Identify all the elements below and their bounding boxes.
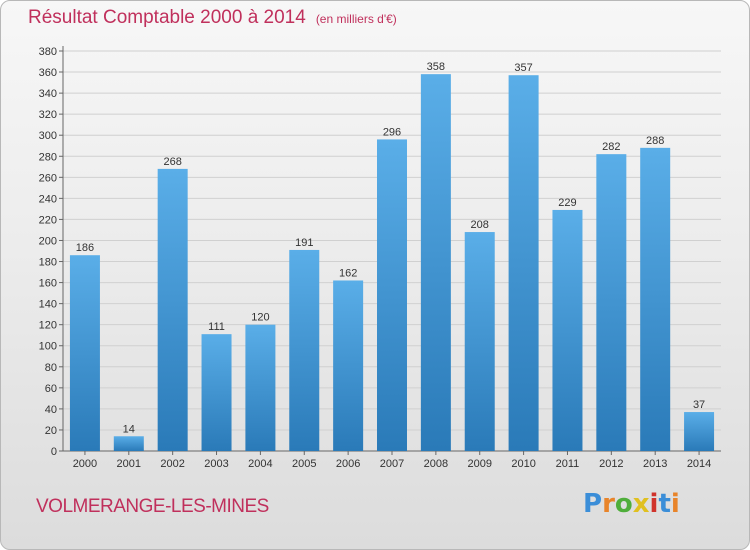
- data-label: 37: [693, 399, 705, 411]
- y-tick-label: 120: [39, 320, 57, 332]
- data-label: 229: [558, 197, 576, 209]
- y-tick-label: 180: [39, 257, 57, 269]
- y-tick-label: 40: [45, 404, 57, 416]
- labels: 0 20 40 60 80 100 120 140 160 180 200 220 240 260 280 3…: [39, 46, 712, 470]
- logo-letter: t: [658, 489, 671, 519]
- data-label: 120: [251, 312, 269, 324]
- x-tick-label: 2010: [511, 458, 535, 470]
- x-tick-label: 2006: [336, 458, 360, 470]
- logo-letter: r: [602, 489, 615, 519]
- y-tick-label: 20: [45, 425, 57, 437]
- bar-2012: [596, 154, 627, 451]
- data-label: 296: [383, 126, 401, 138]
- bar-2002: [157, 168, 188, 452]
- data-label: 208: [471, 219, 489, 231]
- data-label: 358: [427, 61, 445, 73]
- bar-2003: [201, 334, 232, 451]
- x-tick-label: 2013: [643, 458, 667, 470]
- chart-title: Résultat Comptable 2000 à 2014: [28, 7, 306, 28]
- logo-letter: x: [632, 489, 650, 519]
- x-tick-label: 2007: [380, 458, 404, 470]
- y-tick-label: 60: [45, 383, 57, 395]
- x-tick-label: 2014: [687, 458, 711, 470]
- bar-2011: [552, 209, 583, 451]
- y-tick-label: 220: [39, 214, 57, 226]
- proxiti-logo: Proxiti: [583, 489, 680, 519]
- data-label: 288: [646, 135, 664, 147]
- y-tick-label: 80: [45, 362, 57, 374]
- logo-letter: i: [670, 489, 680, 519]
- bar-2008: [420, 74, 451, 451]
- x-tick-label: 2009: [467, 458, 491, 470]
- y-tick-label: 200: [39, 235, 57, 247]
- x-tick-label: 2011: [556, 458, 580, 470]
- bars: [69, 74, 715, 452]
- bar-2005: [289, 249, 320, 451]
- data-label: 282: [602, 141, 620, 153]
- data-label: 162: [339, 267, 357, 279]
- x-tick-label: 2000: [73, 458, 97, 470]
- x-tick-label: 2004: [248, 458, 272, 470]
- y-tick-label: 260: [39, 172, 57, 184]
- y-tick-label: 100: [39, 341, 57, 353]
- y-tick-label: 360: [39, 67, 57, 79]
- y-tick-label: 340: [39, 88, 57, 100]
- y-tick-label: 320: [39, 109, 57, 121]
- y-tick-label: 280: [39, 151, 57, 163]
- y-tick-label: 160: [39, 278, 57, 290]
- bar-2006: [333, 280, 364, 451]
- x-tick-label: 2005: [292, 458, 316, 470]
- logo-letter: o: [614, 489, 633, 519]
- bar-2004: [245, 324, 276, 451]
- x-tick-label: 2012: [599, 458, 623, 470]
- x-tick-label: 2001: [117, 458, 141, 470]
- chart-header: Résultat Comptable 2000 à 2014 (en millie…: [28, 7, 397, 29]
- x-tick-label: 2003: [204, 458, 228, 470]
- data-label: 268: [163, 156, 181, 168]
- logo-letter: i: [649, 489, 659, 519]
- bar-2000: [69, 255, 100, 451]
- data-label: 186: [76, 242, 94, 254]
- y-tick-label: 380: [39, 46, 57, 58]
- bar-2009: [464, 232, 495, 451]
- x-tick-label: 2002: [160, 458, 184, 470]
- bar-2010: [508, 75, 539, 452]
- y-tick-label: 300: [39, 130, 57, 142]
- data-label: 14: [123, 423, 135, 435]
- data-label: 191: [295, 237, 313, 249]
- bar-2007: [377, 139, 407, 451]
- bar-2013: [640, 147, 671, 451]
- y-tick-label: 240: [39, 193, 57, 205]
- data-label: 111: [208, 321, 225, 333]
- y-tick-label: 140: [39, 299, 57, 311]
- x-tick-label: 2008: [424, 458, 448, 470]
- y-tick-label: 0: [51, 446, 57, 458]
- bar-2001: [113, 436, 144, 451]
- commune-name: VOLMERANGE-LES-MINES: [36, 496, 269, 517]
- logo-letter: P: [583, 489, 603, 519]
- chart-subtitle: (en milliers d'€): [315, 12, 397, 26]
- data-label: 357: [514, 62, 532, 74]
- bar-2014: [684, 412, 715, 451]
